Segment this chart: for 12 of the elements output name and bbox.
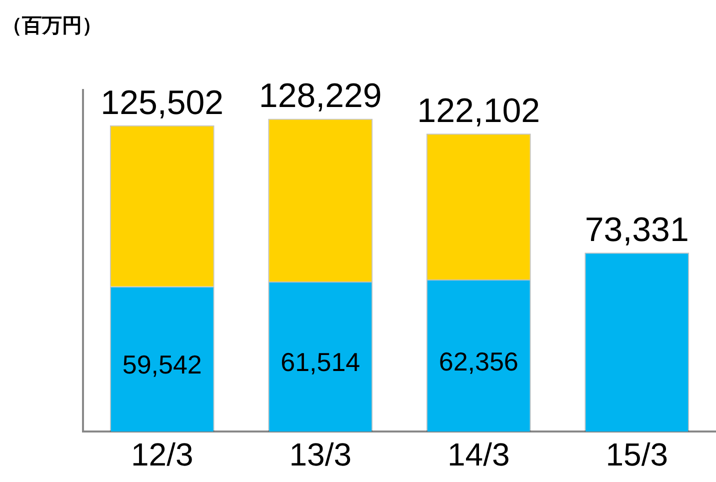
x-tick-label: 14/3 bbox=[447, 436, 510, 473]
x-tick-label: 12/3 bbox=[130, 436, 194, 473]
total-label: 125,502 bbox=[100, 84, 224, 122]
x-tick-label: 13/3 bbox=[289, 436, 352, 473]
y-axis-title: （百万円） bbox=[2, 12, 102, 39]
total-label: 73,331 bbox=[584, 211, 689, 250]
data-label: 62,356 bbox=[438, 346, 518, 376]
total-label: 128,229 bbox=[258, 77, 382, 116]
x-tick-label: 15/3 bbox=[606, 436, 668, 473]
data-label: 61,514 bbox=[280, 347, 360, 378]
total-label: 122,102 bbox=[417, 92, 540, 130]
data-label: 59,542 bbox=[122, 349, 202, 380]
